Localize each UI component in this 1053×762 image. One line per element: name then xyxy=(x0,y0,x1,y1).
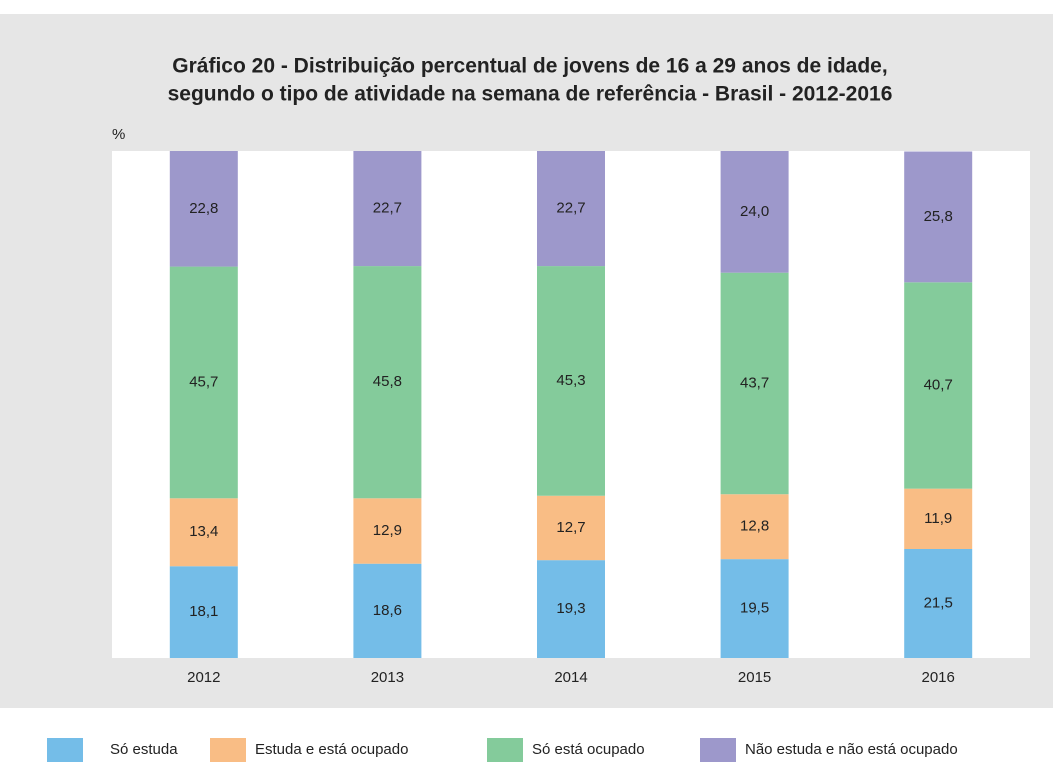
x-tick-label: 2016 xyxy=(922,669,955,686)
bar-segment xyxy=(904,488,973,549)
legend-swatch xyxy=(47,738,83,762)
bar-segment xyxy=(353,563,422,658)
x-tick-label: 2013 xyxy=(371,669,404,686)
data-label: 22,8 xyxy=(189,200,218,217)
data-label: 18,1 xyxy=(189,603,218,620)
bar-segment xyxy=(537,151,605,267)
data-label: 19,3 xyxy=(556,600,585,617)
data-label: 12,9 xyxy=(373,522,402,539)
legend-label: Só está ocupado xyxy=(532,741,645,758)
data-label: 13,4 xyxy=(189,523,218,540)
legend-label: Só estuda xyxy=(110,741,178,758)
x-tick-label: 2015 xyxy=(738,669,771,686)
bar-segment xyxy=(904,151,973,283)
data-label: 43,7 xyxy=(740,374,769,391)
bar-segment xyxy=(537,560,605,658)
bar-segment xyxy=(353,498,422,564)
y-axis-label: % xyxy=(112,126,125,143)
data-label: 12,8 xyxy=(740,518,769,535)
data-label: 40,7 xyxy=(924,376,953,393)
bar-segment xyxy=(169,266,238,499)
bar-segment xyxy=(537,495,605,561)
data-label: 45,7 xyxy=(189,373,218,390)
data-label: 19,5 xyxy=(740,600,769,617)
chart-title: segundo o tipo de atividade na semana de… xyxy=(168,83,893,106)
data-label: 25,8 xyxy=(924,208,953,225)
data-label: 11,9 xyxy=(924,510,952,527)
data-label: 12,7 xyxy=(556,519,585,536)
chart-title: Gráfico 20 - Distribuição percentual de … xyxy=(172,55,887,78)
data-label: 22,7 xyxy=(556,200,585,217)
bar-segment xyxy=(353,266,422,499)
bar-segment xyxy=(720,559,789,658)
x-tick-label: 2012 xyxy=(187,669,220,686)
bar-segment xyxy=(720,494,789,560)
bar-segment xyxy=(537,266,605,496)
bar-segment xyxy=(353,151,422,267)
bar-segment xyxy=(169,151,238,267)
legend-swatch xyxy=(210,738,246,762)
bar-segment xyxy=(904,548,973,658)
legend-label: Não estuda e não está ocupado xyxy=(745,741,958,758)
x-tick-label: 2014 xyxy=(554,669,587,686)
bar-segment xyxy=(720,272,789,495)
data-label: 22,7 xyxy=(373,200,402,217)
data-label: 45,3 xyxy=(556,372,585,389)
legend-label: Estuda e está ocupado xyxy=(255,741,408,758)
bar-segment xyxy=(169,498,238,567)
data-label: 45,8 xyxy=(373,373,402,390)
bar-segment xyxy=(904,282,973,489)
legend-swatch xyxy=(700,738,736,762)
data-label: 18,6 xyxy=(373,602,402,619)
data-label: 21,5 xyxy=(924,594,953,611)
bar-segment xyxy=(720,151,789,273)
bar-segment xyxy=(169,566,238,658)
legend-swatch xyxy=(487,738,523,762)
data-label: 24,0 xyxy=(740,203,769,220)
